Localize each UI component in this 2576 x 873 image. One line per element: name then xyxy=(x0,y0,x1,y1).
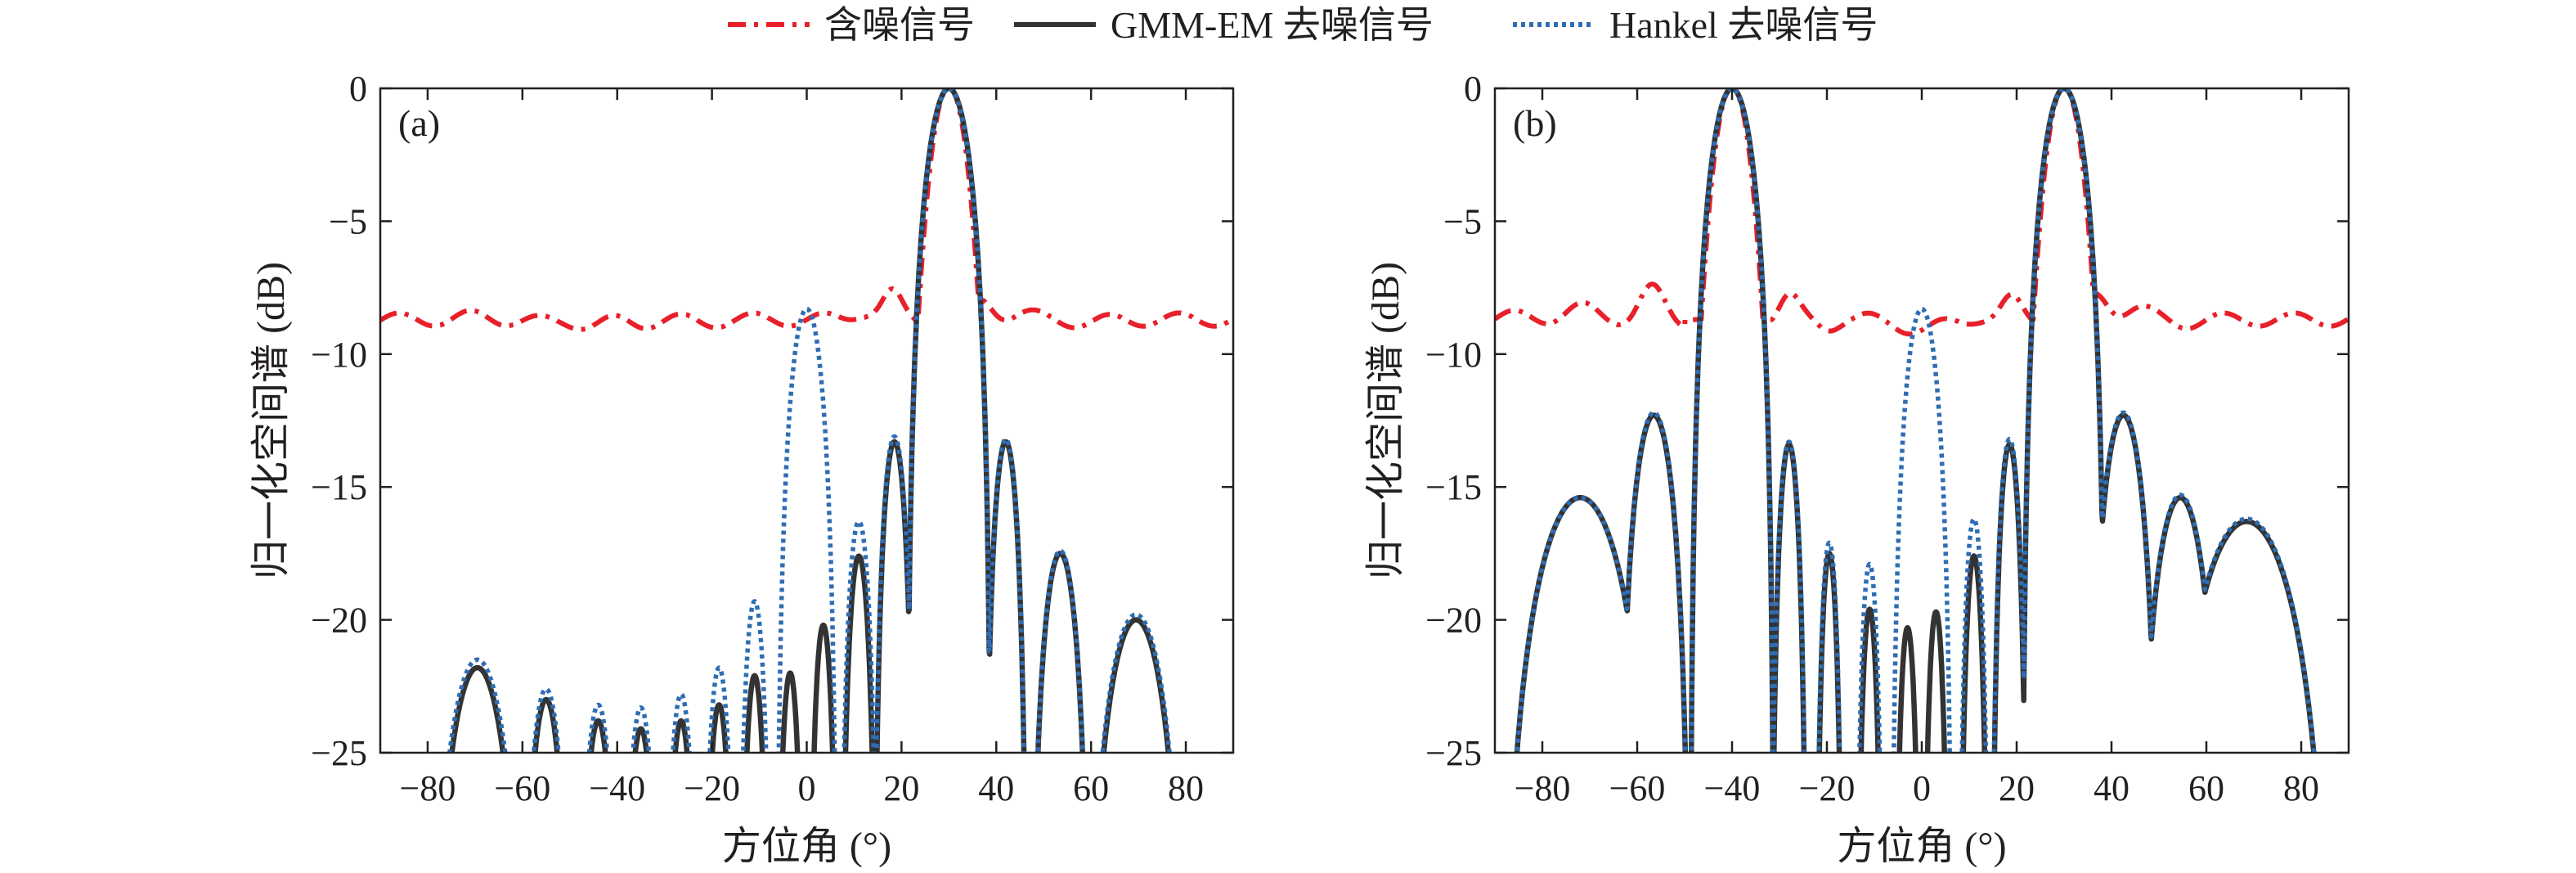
plot-frame xyxy=(1493,87,2350,754)
series-line-gmm-em xyxy=(449,88,1171,753)
legend-item-hankel: Hankel 去噪信号 xyxy=(1513,4,1878,46)
x-tick-label: −60 xyxy=(1609,768,1666,808)
y-tick-label: 0 xyxy=(349,69,367,109)
y-tick-label: −5 xyxy=(329,201,367,241)
y-tick-label: −10 xyxy=(1425,335,1482,375)
series-line-noisy xyxy=(380,88,1233,332)
x-tick-label: −40 xyxy=(589,768,645,808)
legend-item-noisy: 含噪信号 xyxy=(728,4,975,46)
x-tick-label: −20 xyxy=(684,768,740,808)
x-tick-label: 60 xyxy=(1073,768,1109,808)
series-line-noisy xyxy=(1495,88,2349,337)
series-line-hankel xyxy=(447,88,1172,753)
legend: 含噪信号 GMM-EM 去噪信号 Hankel 去噪信号 xyxy=(728,4,1878,46)
y-tick-label: −5 xyxy=(1443,201,1482,241)
x-tick-label: −60 xyxy=(494,768,550,808)
y-tick-label: −15 xyxy=(1425,467,1482,507)
y-tick-label: −10 xyxy=(311,335,367,375)
legend-item-gmm-em: GMM-EM 去噪信号 xyxy=(1014,4,1434,46)
y-tick-label: −25 xyxy=(1425,733,1482,773)
x-tick-label: 40 xyxy=(978,768,1014,808)
plot-frame xyxy=(379,87,1235,754)
x-tick-label: 0 xyxy=(1913,768,1931,808)
y-tick-label: −20 xyxy=(311,601,367,641)
x-tick-label: 20 xyxy=(1999,768,2035,808)
x-tick-label: 0 xyxy=(798,768,816,808)
chart-panel-a: −80 −60 −40 −20 0 20 40 60 80 0 −5 −10 −15 −20 −25 (a) 方… xyxy=(249,69,1235,868)
y-axis-title: 归一化空间谱 (dB) xyxy=(249,262,293,579)
chart-panel-b: −80 −60 −40 −20 0 20 40 60 80 0 −5 −10 −15 −20 −25 (b) 方… xyxy=(1364,69,2350,868)
x-tick-label: 80 xyxy=(2283,768,2319,808)
x-axis-title: 方位角 (°) xyxy=(1837,825,2006,868)
plot-area xyxy=(380,88,1233,753)
x-tick-label: −80 xyxy=(400,768,456,808)
legend-label-gmm-em: GMM-EM 去噪信号 xyxy=(1111,4,1434,46)
x-tick-label: −80 xyxy=(1515,768,1571,808)
panel-label: (a) xyxy=(398,102,440,144)
x-axis-title: 方位角 (°) xyxy=(722,825,891,868)
legend-label-noisy: 含噪信号 xyxy=(824,4,975,46)
x-tick-label: −40 xyxy=(1704,768,1761,808)
y-axis-title: 归一化空间谱 (dB) xyxy=(1364,262,1407,579)
y-tick-label: −20 xyxy=(1425,601,1482,641)
y-tick-label: 0 xyxy=(1464,69,1482,109)
plot-area xyxy=(1495,88,2349,753)
series-line-gmm-em xyxy=(1514,88,2317,753)
x-tick-label: 40 xyxy=(2094,768,2129,808)
y-tick-label: −15 xyxy=(311,467,367,507)
x-tick-label: 80 xyxy=(1168,768,1204,808)
x-tick-label: 60 xyxy=(2188,768,2224,808)
x-tick-label: 20 xyxy=(883,768,919,808)
x-tick-label: −20 xyxy=(1799,768,1856,808)
legend-label-hankel: Hankel 去噪信号 xyxy=(1609,4,1878,46)
panel-label: (b) xyxy=(1513,102,1557,144)
y-tick-label: −25 xyxy=(311,733,367,773)
series-line-hankel xyxy=(1515,88,2317,753)
